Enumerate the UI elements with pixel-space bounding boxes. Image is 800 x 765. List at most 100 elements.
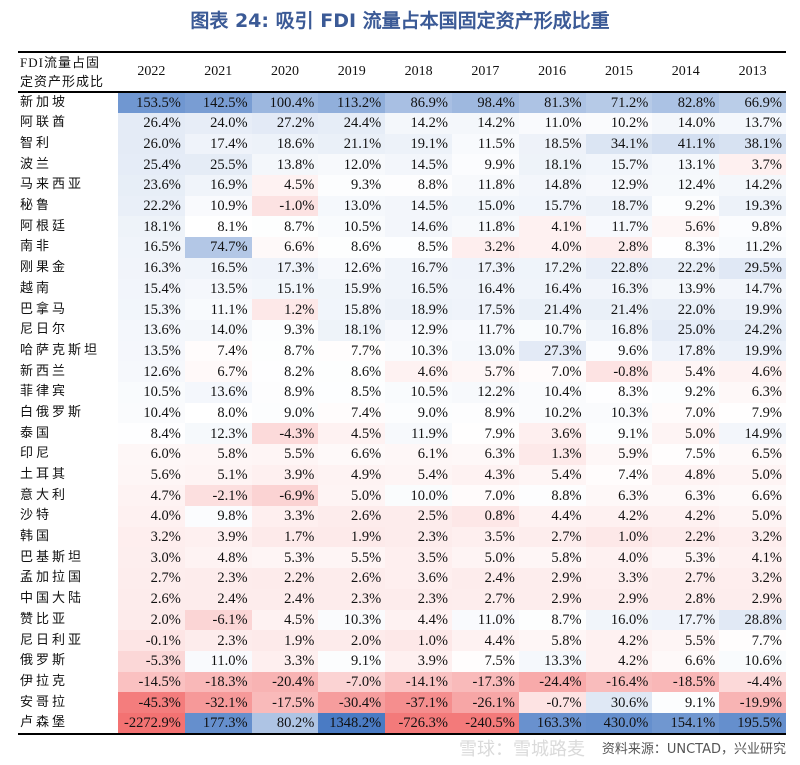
heatmap-cell: 5.4% (652, 361, 720, 382)
heatmap-cell: -17.5% (251, 692, 319, 713)
heatmap-cell: 14.2% (385, 113, 452, 134)
row-label: 巴基斯坦 (18, 547, 118, 569)
heatmap-cell: 2.3% (385, 588, 452, 610)
heatmap-cell: 14.9% (719, 423, 786, 444)
table-row: 阿联酋 26.4% 24.0% 27.2% 24.4% 14.2% 14.2% 11.0% 10… (18, 113, 786, 134)
heatmap-cell: 22.0% (652, 299, 720, 320)
row-label: 尼日尔 (18, 319, 118, 341)
column-header: 2019 (337, 64, 366, 79)
heatmap-cell: -37.1% (385, 692, 452, 713)
heatmap-cell: 2.4% (184, 588, 252, 610)
heatmap-cell: 80.2% (251, 712, 319, 734)
heatmap-cell: 4.0% (585, 547, 653, 569)
heatmap-cell: 153.5% (118, 92, 185, 113)
heatmap-cell: 10.4% (518, 381, 586, 403)
table-row: 泰国 8.4% 12.3% -4.3% 4.5% 11.9% 7.9% 3.6% 9.1% 5.0… (18, 423, 786, 444)
heatmap-cell: 4.4% (518, 506, 586, 527)
heatmap-cell: 12.9% (385, 319, 452, 341)
heatmap-cell: 24.0% (184, 113, 252, 134)
heatmap-cell: 24.4% (318, 113, 386, 134)
heatmap-cell: 2.2% (652, 526, 720, 548)
heatmap-cell: 3.5% (451, 526, 519, 548)
heatmap-cell: 16.8% (585, 319, 653, 341)
heatmap-cell: 21.1% (318, 133, 386, 155)
row-label: 韩国 (18, 526, 118, 548)
heatmap-cell: 10.0% (385, 485, 452, 507)
table-row: 菲律宾 10.5% 13.6% 8.9% 8.5% 10.5% 12.2% 10.4% 8.3%… (18, 381, 786, 403)
column-header: 2020 (270, 64, 299, 79)
heatmap-cell: 22.2% (118, 195, 185, 217)
heatmap-cell: 2.3% (318, 588, 386, 610)
heatmap-cell: -6.1% (184, 609, 252, 631)
heatmap-cell: -26.1% (451, 692, 519, 713)
heatmap-cell: 6.1% (385, 444, 452, 465)
table-row: 卢森堡 -2272.9% 177.3% 80.2% 1348.2% -726.3% -240… (18, 712, 786, 734)
column-header: 2018 (404, 64, 433, 79)
corner-label-line1: FDI流量占固 (20, 55, 100, 70)
heatmap-cell: 8.6% (318, 361, 386, 382)
column-header: 2022 (137, 64, 166, 79)
heatmap-cell: 14.5% (385, 154, 452, 176)
heatmap-cell: 14.7% (719, 278, 786, 300)
heatmap-cell: 25.0% (652, 319, 720, 341)
heatmap-cell: 9.0% (385, 402, 452, 424)
table-row: 中国大陆 2.6% 2.4% 2.4% 2.3% 2.3% 2.7% 2.9% 2.9% 2.8%… (18, 588, 786, 610)
table-row: 尼日利亚 -0.1% 2.3% 1.9% 2.0% 1.0% 4.4% 5.8% 4.2% 5.5… (18, 630, 786, 651)
heatmap-cell: 98.4% (451, 92, 519, 113)
heatmap-cell: 9.0% (251, 402, 319, 424)
column-header: 2021 (204, 64, 233, 79)
heatmap-cell: 71.2% (585, 92, 653, 113)
heatmap-cell: 9.2% (652, 195, 720, 217)
heatmap-cell: 9.8% (719, 216, 786, 238)
heatmap-cell: 2.9% (719, 588, 786, 610)
heatmap-cell: 27.3% (518, 340, 586, 362)
table-row: 沙特 4.0% 9.8% 3.3% 2.6% 2.5% 0.8% 4.4% 4.2% 4.2% 5.… (18, 506, 786, 527)
heatmap-cell: 13.0% (318, 195, 386, 217)
heatmap-cell: 4.3% (451, 464, 519, 486)
heatmap-cell: 14.2% (719, 175, 786, 196)
heatmap-cell: 16.4% (451, 278, 519, 300)
heatmap-cell: 66.9% (719, 92, 786, 113)
heatmap-cell: 4.2% (652, 506, 720, 527)
heatmap-cell: 8.8% (385, 175, 452, 196)
heatmap-cell: 5.0% (318, 485, 386, 507)
heatmap-cell: 2.6% (318, 506, 386, 527)
heatmap-cell: 8.8% (518, 485, 586, 507)
heatmap-cell: 11.1% (184, 299, 252, 320)
heatmap-cell: 3.6% (385, 568, 452, 589)
heatmap-cell: 38.1% (719, 133, 786, 155)
heatmap-cell: 18.6% (251, 133, 319, 155)
row-label: 刚果金 (18, 257, 118, 279)
heatmap-cell: 14.0% (184, 319, 252, 341)
heatmap-cell: 10.3% (585, 402, 653, 424)
heatmap-cell: 16.3% (118, 257, 185, 279)
row-label: 秘鲁 (18, 195, 118, 217)
heatmap-cell: 5.0% (652, 423, 720, 444)
heatmap-cell: 17.3% (451, 257, 519, 279)
heatmap-cell: 1.2% (251, 299, 319, 320)
heatmap-cell: 17.3% (251, 257, 319, 279)
heatmap-cell: 7.0% (451, 485, 519, 507)
heatmap-cell: 25.4% (118, 154, 185, 176)
heatmap-cell: -4.4% (719, 671, 786, 693)
row-label: 印尼 (18, 444, 118, 465)
heatmap-cell: 10.2% (518, 402, 586, 424)
heatmap-cell: -4.3% (251, 423, 319, 444)
heatmap-cell: 9.9% (451, 154, 519, 176)
heatmap-cell: 1.7% (251, 526, 319, 548)
heatmap-cell: 10.3% (318, 609, 386, 631)
heatmap-cell: -240.5% (451, 712, 519, 734)
heatmap-cell: -19.9% (719, 692, 786, 713)
heatmap-cell: 5.0% (719, 464, 786, 486)
row-label: 智利 (18, 133, 118, 155)
heatmap-cell: 2.0% (118, 609, 185, 631)
heatmap-cell: 8.2% (251, 361, 319, 382)
heatmap-cell: 19.9% (719, 299, 786, 320)
heatmap-cell: 11.0% (451, 609, 519, 631)
heatmap-cell: 8.5% (318, 381, 386, 403)
table-row: 越南 15.4% 13.5% 15.1% 15.9% 16.5% 16.4% 16.4% 16.… (18, 278, 786, 300)
heatmap-cell: 15.0% (451, 195, 519, 217)
heatmap-cell: 9.1% (585, 423, 653, 444)
row-label: 南非 (18, 237, 118, 258)
heatmap-cell: 1.3% (518, 444, 586, 465)
